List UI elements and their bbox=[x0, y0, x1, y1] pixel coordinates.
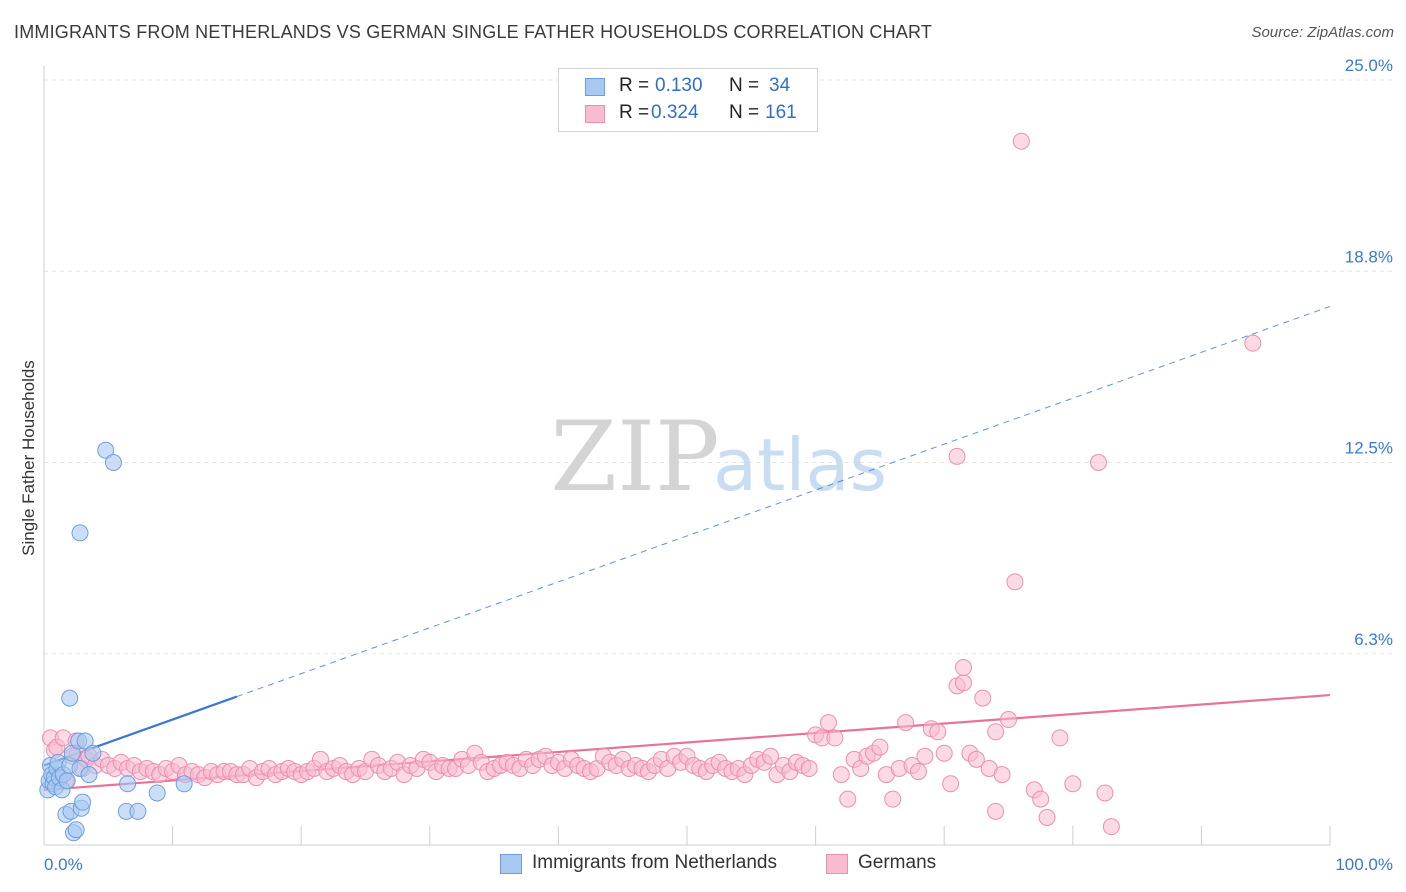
legend-r-label: R = bbox=[619, 75, 650, 96]
data-point-germans bbox=[1038, 808, 1056, 826]
y-tick-label: 18.8% bbox=[1345, 247, 1393, 266]
series-netherlands bbox=[39, 441, 193, 842]
data-point-germans bbox=[1096, 784, 1114, 802]
data-point-netherlands bbox=[76, 732, 94, 750]
data-point-germans bbox=[1064, 775, 1082, 793]
data-point-netherlands bbox=[58, 772, 76, 790]
data-point-germans bbox=[826, 729, 844, 747]
bottom-legend-label: Germans bbox=[858, 852, 937, 873]
x-tick-label: 100.0% bbox=[1335, 855, 1393, 874]
data-point-germans bbox=[954, 659, 972, 677]
data-point-netherlands bbox=[119, 775, 137, 793]
data-point-germans bbox=[884, 790, 902, 808]
legend-n-value: 34 bbox=[769, 75, 791, 96]
data-point-germans bbox=[897, 714, 915, 732]
data-point-netherlands bbox=[74, 793, 92, 811]
legend-swatch-pink bbox=[585, 105, 605, 123]
data-point-netherlands bbox=[148, 784, 166, 802]
legend-r-value: 0.324 bbox=[651, 102, 699, 123]
data-point-germans bbox=[1244, 334, 1262, 352]
data-point-netherlands bbox=[71, 524, 89, 542]
data-point-germans bbox=[871, 738, 889, 756]
data-point-netherlands bbox=[67, 821, 85, 839]
trend-lines bbox=[43, 305, 1331, 792]
data-point-germans bbox=[1102, 818, 1120, 836]
data-point-germans bbox=[935, 744, 953, 762]
data-point-germans bbox=[819, 714, 837, 732]
data-point-germans bbox=[800, 760, 818, 777]
data-point-netherlands bbox=[84, 744, 102, 762]
legend-swatch-blue bbox=[585, 78, 605, 96]
data-point-germans bbox=[909, 763, 927, 781]
data-point-germans bbox=[942, 775, 960, 793]
data-point-germans bbox=[987, 723, 1005, 741]
y-tick-label: 25.0% bbox=[1345, 56, 1393, 75]
data-point-germans bbox=[954, 674, 972, 692]
data-point-germans bbox=[839, 790, 857, 808]
watermark: ZIP atlas bbox=[550, 401, 887, 513]
data-point-germans bbox=[1006, 573, 1024, 591]
watermark-zip: ZIP bbox=[550, 401, 719, 513]
data-point-netherlands bbox=[80, 766, 98, 784]
bottom-legend-swatch-pink bbox=[826, 854, 848, 874]
data-point-germans bbox=[916, 747, 934, 765]
data-point-netherlands bbox=[61, 689, 79, 707]
legend-r-label: R = bbox=[619, 102, 650, 123]
source-label: Source: ZipAtlas.com bbox=[1251, 24, 1394, 41]
data-point-germans bbox=[993, 766, 1011, 784]
data-point-germans bbox=[1090, 454, 1108, 471]
data-point-germans bbox=[762, 747, 780, 765]
data-point-netherlands bbox=[175, 775, 193, 793]
x-tick-label: 0.0% bbox=[44, 855, 83, 874]
watermark-atlas: atlas bbox=[713, 423, 887, 507]
data-point-germans bbox=[974, 689, 992, 707]
legend-box: R = 0.130 N = 34 R = 0.324 N = 161 bbox=[558, 68, 818, 132]
y-axis-label: Single Father Households bbox=[19, 360, 38, 556]
legend-r-value: 0.130 bbox=[655, 75, 703, 96]
grid-lines bbox=[43, 66, 1392, 846]
legend-n-label: N = bbox=[729, 102, 760, 123]
bottom-legend-swatch-blue bbox=[500, 854, 522, 874]
data-point-germans bbox=[1032, 790, 1050, 808]
legend-n-value: 161 bbox=[765, 102, 797, 123]
y-tick-label: 6.3% bbox=[1354, 630, 1393, 649]
data-point-netherlands bbox=[129, 802, 147, 820]
data-point-germans bbox=[832, 766, 850, 784]
series-germans bbox=[41, 132, 1262, 836]
data-point-germans bbox=[987, 802, 1005, 820]
chart-title: IMMIGRANTS FROM NETHERLANDS VS GERMAN SI… bbox=[14, 22, 933, 42]
y-tick-label: 12.5% bbox=[1345, 439, 1393, 458]
data-point-germans bbox=[967, 750, 985, 768]
y-tick-labels: 6.3% 12.5% 18.8% 25.0% bbox=[1345, 56, 1393, 649]
data-point-germans bbox=[1012, 132, 1030, 150]
data-point-netherlands bbox=[97, 441, 115, 459]
x-tick-labels: 0.0% 100.0% bbox=[44, 855, 1393, 874]
bottom-legend-label: Immigrants from Netherlands bbox=[532, 852, 777, 873]
data-point-germans bbox=[1000, 711, 1017, 729]
data-point-germans bbox=[929, 723, 947, 741]
data-point-netherlands bbox=[104, 454, 122, 471]
legend-n-label: N = bbox=[729, 75, 760, 96]
data-point-germans bbox=[948, 447, 966, 465]
data-point-germans bbox=[1051, 729, 1069, 747]
